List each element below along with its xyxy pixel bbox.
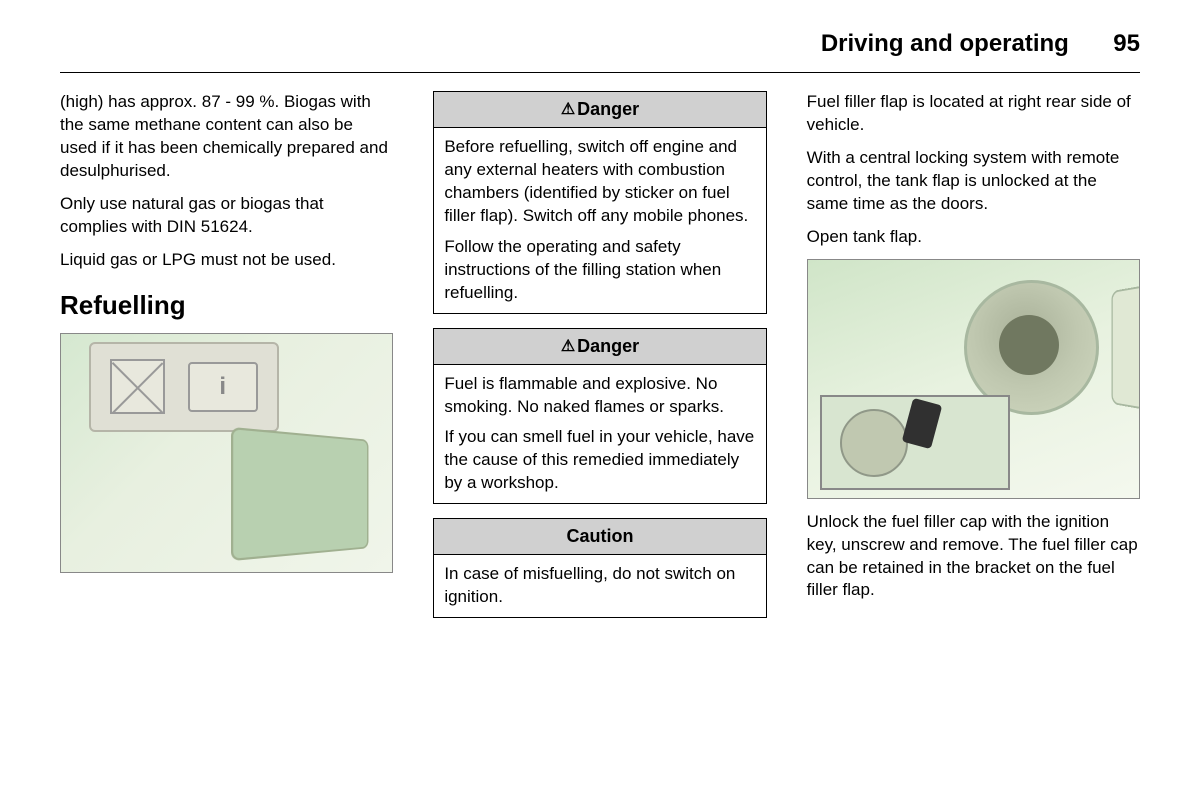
body-paragraph: Fuel filler flap is located at right rea… [807,91,1140,137]
warning-triangle-icon: ⚠ [561,336,575,356]
sticker-callout: i [89,342,279,432]
danger-text: Fuel is flammable and explosive. No smok… [444,373,755,419]
figure-fuel-cap-key [807,259,1140,499]
warning-triangle-icon: ⚠ [561,99,575,119]
fuel-flap-open-illustration [1111,277,1140,417]
caution-body: In case of misfuelling, do not switch on… [434,555,765,617]
fuel-cap-illustration [840,409,908,477]
page-columns: (high) has approx. 87 - 99 %. Biogas wit… [60,91,1140,632]
fuel-flap-illustration [231,426,368,560]
column-middle: ⚠Danger Before refuelling, switch off en… [433,91,766,632]
page-number: 95 [1113,30,1140,57]
caution-title: Caution [566,526,633,546]
danger-header: ⚠Danger [434,329,765,365]
body-paragraph: Liquid gas or LPG must not be used. [60,249,393,272]
danger-box: ⚠Danger Fuel is flammable and explosive.… [433,328,766,505]
caution-header: Caution [434,519,765,555]
danger-header: ⚠Danger [434,92,765,128]
ignition-key-illustration [901,398,942,449]
danger-text: Follow the operating and safety instruct… [444,236,755,305]
danger-title: Danger [577,99,639,119]
body-paragraph: Only use natural gas or biogas that comp… [60,193,393,239]
body-paragraph: (high) has approx. 87 - 99 %. Biogas wit… [60,91,393,183]
body-paragraph: Unlock the fuel filler cap with the igni… [807,511,1140,603]
body-paragraph: Open tank flap. [807,226,1140,249]
manual-info-icon: i [188,362,258,412]
section-heading-refuelling: Refuelling [60,290,393,321]
page-header: Driving and operating 95 [60,30,1140,73]
body-paragraph: With a central locking system with remot… [807,147,1140,216]
caution-box: Caution In case of misfuelling, do not s… [433,518,766,618]
column-right: Fuel filler flap is located at right rea… [807,91,1140,632]
figure-inset [820,395,1010,490]
danger-body: Before refuelling, switch off engine and… [434,128,765,313]
figure-fuel-flap-sticker: i [60,333,393,573]
caution-text: In case of misfuelling, do not switch on… [444,563,755,609]
danger-text: If you can smell fuel in your vehicle, h… [444,426,755,495]
chapter-title: Driving and operating [821,30,1069,57]
no-fire-icon [110,359,165,414]
column-left: (high) has approx. 87 - 99 %. Biogas wit… [60,91,393,632]
danger-title: Danger [577,336,639,356]
danger-body: Fuel is flammable and explosive. No smok… [434,365,765,504]
danger-text: Before refuelling, switch off engine and… [444,136,755,228]
danger-box: ⚠Danger Before refuelling, switch off en… [433,91,766,314]
